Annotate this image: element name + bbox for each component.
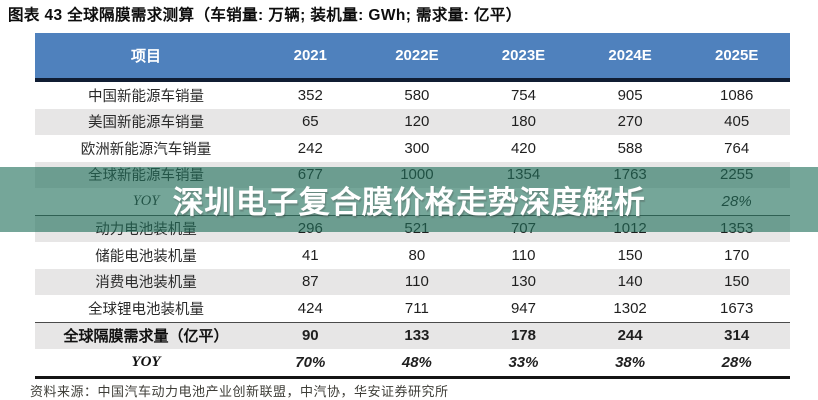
- row-value: 48%: [401, 353, 432, 371]
- row-value: 130: [510, 273, 536, 291]
- data-source-note: 资料来源：中国汽车动力电池产业创新联盟，中汽协，华安证券研究所: [30, 384, 449, 399]
- table-body: 中国新能源车销量 352 580 754 905 1086 美国新能源车销量 6…: [35, 82, 790, 379]
- row-label: YOY: [131, 353, 161, 370]
- row-value: 1763: [613, 166, 647, 184]
- row-value: 314: [724, 327, 750, 345]
- table-row: 中国新能源车销量 352 580 754 905 1086: [35, 82, 790, 109]
- row-value: 150: [724, 273, 750, 291]
- row-value: 178: [510, 327, 536, 345]
- row-value: 70%: [295, 353, 326, 371]
- column-header-item: 项目: [130, 48, 161, 65]
- row-value: 80: [408, 246, 426, 264]
- row-value: 588: [617, 139, 643, 157]
- row-value: 521: [404, 220, 430, 238]
- column-header-2025e: 2025E: [714, 47, 759, 64]
- row-value: 405: [724, 113, 750, 131]
- row-value: 764: [724, 139, 750, 157]
- row-label: 储能电池装机量: [95, 248, 197, 265]
- row-value: 905: [617, 86, 643, 104]
- row-label: YOY: [132, 192, 160, 209]
- row-value: 1354: [506, 166, 541, 184]
- row-value: 711: [404, 299, 429, 317]
- row-value: 38%: [615, 353, 646, 371]
- table-row: YOY 70% 48% 33% 38% 28%: [35, 349, 790, 376]
- row-value: 65: [301, 113, 319, 131]
- row-value: 424: [297, 299, 323, 317]
- row-value: 180: [510, 113, 536, 131]
- column-header-2022e: 2022E: [395, 47, 439, 64]
- row-label: 全球新能源车销量: [88, 168, 204, 185]
- row-value: 1353: [719, 220, 754, 238]
- row-label: 消费电池装机量: [95, 275, 197, 292]
- table-row: YOY 28%: [35, 188, 790, 215]
- table-row: 全球新能源车销量 677 1000 1354 1763 2255: [35, 161, 790, 188]
- column-header-2024e: 2024E: [608, 47, 652, 64]
- table-header-row: 项目 2021 2022E 2023E 2024E 2025E: [35, 33, 790, 82]
- row-label: 欧洲新能源汽车销量: [80, 141, 212, 158]
- row-value: 270: [617, 113, 643, 131]
- row-value: 244: [617, 327, 643, 345]
- row-value: 677: [297, 166, 323, 184]
- row-value: 41: [301, 246, 319, 264]
- table-row: 全球锂电池装机量 424 711 947 1302 1673: [35, 295, 790, 322]
- row-value: 133: [404, 327, 430, 345]
- row-value: 707: [510, 220, 536, 238]
- row-value: 170: [724, 246, 750, 264]
- demand-table: 项目 2021 2022E 2023E 2024E 2025E 中国新能源车销量…: [35, 33, 790, 379]
- row-value: 300: [404, 139, 430, 157]
- row-value: 242: [297, 139, 323, 157]
- row-value: 33%: [508, 353, 539, 371]
- row-value: 110: [511, 246, 536, 264]
- row-value: 120: [404, 113, 430, 131]
- row-value: 1012: [613, 220, 647, 238]
- row-value: 87: [301, 273, 319, 291]
- column-header-2021: 2021: [293, 47, 327, 64]
- row-value: 296: [297, 220, 323, 238]
- figure-title: 图表 43 全球隔膜需求测算（车销量: 万辆; 装机量: GWh; 需求量: 亿…: [8, 7, 522, 24]
- table-row: 全球隔膜需求量（亿平） 90 133 178 244 314: [35, 321, 790, 349]
- row-value: 580: [404, 86, 430, 104]
- column-header-2023e: 2023E: [501, 47, 546, 64]
- row-label: 全球锂电池装机量: [88, 301, 204, 318]
- row-value: 352: [297, 86, 323, 104]
- table-row: 储能电池装机量 41 80 110 150 170: [35, 242, 790, 269]
- row-label: 动力电池装机量: [95, 222, 197, 239]
- row-value: 2255: [719, 166, 754, 184]
- row-value: 110: [404, 273, 429, 291]
- row-value: 1086: [719, 86, 754, 104]
- table-row: 美国新能源车销量 65 120 180 270 405: [35, 108, 790, 135]
- table-row: 消费电池装机量 87 110 130 140 150: [35, 268, 790, 295]
- row-value: 754: [510, 86, 536, 104]
- row-value: 1000: [400, 166, 434, 184]
- row-value: 140: [617, 273, 643, 291]
- row-label: 全球隔膜需求量（亿平）: [63, 329, 229, 346]
- row-value: 420: [510, 139, 536, 157]
- row-value: 1302: [613, 299, 647, 317]
- row-value: 90: [301, 327, 319, 345]
- row-label: 美国新能源车销量: [88, 115, 204, 132]
- row-value: 947: [510, 299, 536, 317]
- row-value: 28%: [721, 192, 752, 210]
- row-value: 1673: [719, 299, 754, 317]
- row-value: 150: [617, 246, 643, 264]
- table-row: 动力电池装机量 296 521 707 1012 1353: [35, 214, 790, 242]
- table-row: 欧洲新能源汽车销量 242 300 420 588 764: [35, 135, 790, 162]
- row-value: 28%: [721, 353, 752, 371]
- row-label: 中国新能源车销量: [88, 88, 204, 105]
